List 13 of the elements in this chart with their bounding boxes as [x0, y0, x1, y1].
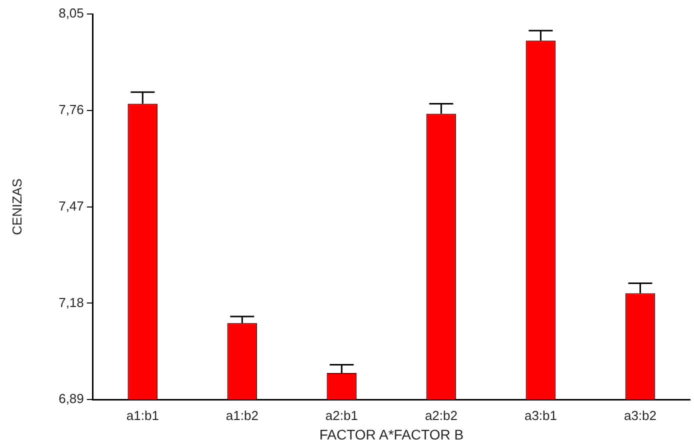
x-tick-label: a3:b2 [624, 408, 657, 423]
x-tick-label: a1:b2 [226, 408, 258, 423]
y-axis-title: CENIZAS [9, 178, 24, 235]
y-tick-label: 6,89 [58, 391, 84, 406]
x-axis-title: FACTOR A*FACTOR B [319, 426, 464, 442]
y-tick-label: 7,76 [58, 102, 84, 117]
x-tick-label: a2:b1 [325, 408, 358, 423]
y-tick-label: 7,18 [58, 294, 84, 310]
x-tick-label: a2:b2 [424, 408, 458, 423]
y-tick-label: 7,47 [58, 198, 84, 214]
x-tick-label: a3:b1 [524, 408, 557, 423]
y-tick-label: 8,05 [58, 6, 84, 21]
x-tick-label: a1:b1 [126, 408, 159, 423]
